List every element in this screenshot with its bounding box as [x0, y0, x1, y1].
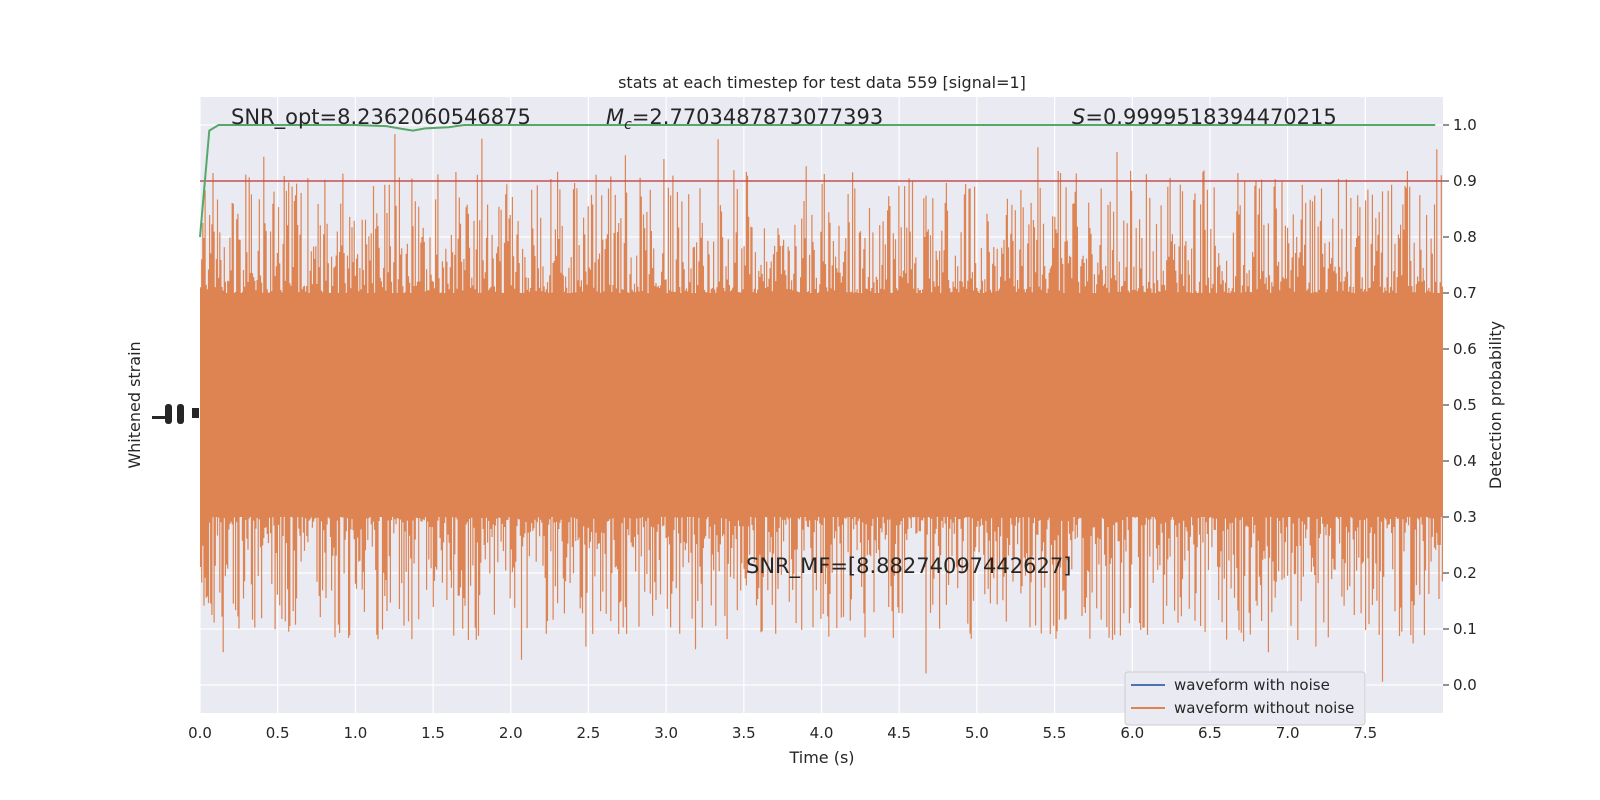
x-axis-ticks: 0.0 0.5 1.0 1.5 2.0 2.5 3.0 3.5 4.0 4.5 5.0 5.5 6.0 6…	[188, 724, 1377, 742]
chirp-mass-subscript: c	[624, 117, 632, 133]
x-axis-label: Time (s)	[788, 748, 854, 767]
x-tick-label: 0.5	[266, 724, 290, 742]
x-tick-label: 6.5	[1198, 724, 1222, 742]
chirp-mass-annotation: Mc=2.7703487873077393	[606, 105, 883, 133]
x-tick-label: 0.0	[188, 724, 212, 742]
legend-label-without-noise: waveform without noise	[1174, 699, 1354, 717]
legend-label-with-noise: waveform with noise	[1174, 676, 1330, 694]
x-tick-label: 5.0	[965, 724, 989, 742]
left-y-axis-tick-marks	[152, 404, 199, 424]
chart-title: stats at each timestep for test data 559…	[618, 73, 1026, 92]
y-tick-label: 0.7	[1453, 284, 1477, 302]
right-y-axis-ticks: 0.0 0.1 0.2 0.3 0.4 0.5 0.6 0.7 0.8 0.9 1.0	[1443, 116, 1477, 694]
y-tick-label: 1.0	[1453, 116, 1477, 134]
y-tick-label: 0.4	[1453, 452, 1477, 470]
chirp-mass-symbol: M	[606, 105, 624, 129]
x-tick-label: 2.0	[499, 724, 523, 742]
x-tick-label: 4.5	[887, 724, 911, 742]
x-tick-label: 6.0	[1120, 724, 1144, 742]
left-y-axis-label: Whitened strain	[125, 341, 144, 468]
waveform-spikes	[200, 134, 1443, 682]
significance-symbol: S	[1072, 105, 1085, 129]
waveform-without-noise-series	[200, 134, 1443, 682]
x-tick-label: 1.0	[343, 724, 367, 742]
snr-opt-annotation: SNR_opt=8.2362060546875	[231, 105, 531, 130]
x-tick-label: 4.0	[810, 724, 834, 742]
y-tick-label: 0.1	[1453, 620, 1477, 638]
x-tick-label: 2.5	[577, 724, 601, 742]
x-tick-label: 3.0	[654, 724, 678, 742]
x-tick-label: 5.5	[1043, 724, 1067, 742]
chirp-mass-value: =2.7703487873077393	[632, 105, 883, 129]
detection-probability-line	[199, 124, 1436, 238]
x-tick-label: 3.5	[732, 724, 756, 742]
x-tick-label: 7.0	[1276, 724, 1300, 742]
x-tick-label: 1.5	[421, 724, 445, 742]
y-tick-label: 0.0	[1453, 676, 1477, 694]
y-tick-label: 0.9	[1453, 172, 1477, 190]
x-tick-label: 7.5	[1353, 724, 1377, 742]
y-tick-label: 0.2	[1453, 564, 1477, 582]
right-y-axis-label: Detection probability	[1486, 321, 1505, 489]
legend: waveform with noise waveform without noi…	[1124, 671, 1366, 726]
y-tick-label: 0.5	[1453, 396, 1477, 414]
y-tick-label: 0.6	[1453, 340, 1477, 358]
y-tick-label: 0.8	[1453, 228, 1477, 246]
snr-mf-annotation: SNR_MF=[8.88274097442627]	[746, 554, 1071, 579]
significance-value: =0.9999518394470215	[1085, 105, 1336, 129]
y-tick-label: 0.3	[1453, 508, 1477, 526]
significance-annotation: S=0.9999518394470215	[1072, 105, 1337, 129]
